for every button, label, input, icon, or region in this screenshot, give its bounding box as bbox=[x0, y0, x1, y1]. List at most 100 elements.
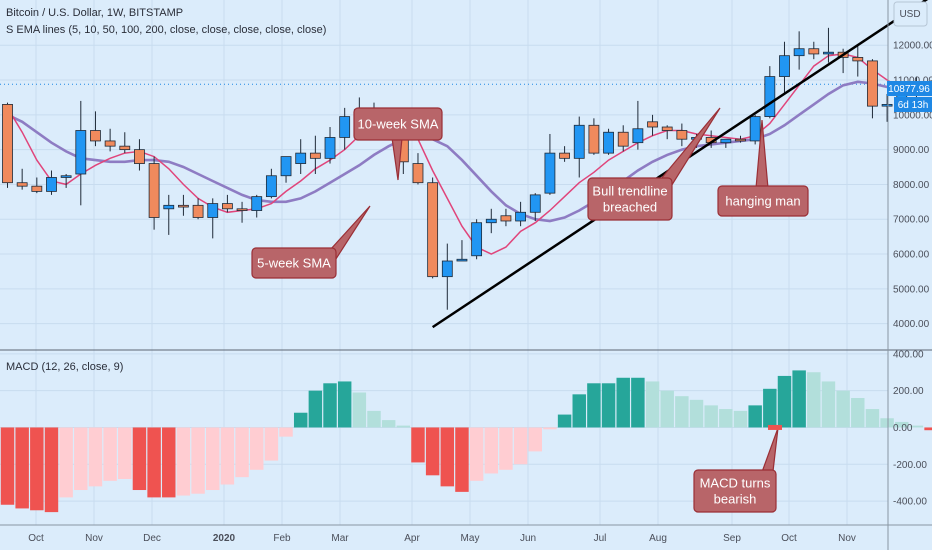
candle-body-40 bbox=[588, 124, 600, 154]
macd-bar-34 bbox=[499, 427, 513, 470]
candle-body-22 bbox=[324, 137, 336, 159]
candle-39 bbox=[573, 116, 585, 178]
candle-14 bbox=[207, 198, 219, 239]
x-tick-label-6: Apr bbox=[404, 533, 420, 544]
macd-bar-63 bbox=[924, 427, 932, 431]
x-tick-label-11: Sep bbox=[723, 533, 741, 544]
candle-13 bbox=[192, 198, 204, 220]
candle-body-29 bbox=[427, 182, 439, 278]
annotation-5-week-sma: 5-week SMA bbox=[251, 205, 371, 279]
annotation-10-week-sma-box bbox=[353, 107, 443, 141]
macd-bar-40 bbox=[587, 383, 601, 428]
candle-36 bbox=[529, 193, 541, 221]
candle-28 bbox=[412, 153, 424, 185]
candle-50 bbox=[735, 135, 746, 143]
candle-body-19 bbox=[280, 156, 292, 177]
macd-bar-6 bbox=[88, 427, 103, 487]
macd-bar-58 bbox=[851, 398, 865, 428]
candle-body-37 bbox=[544, 152, 556, 194]
macd-bar-29 bbox=[425, 427, 440, 476]
candle-body-14 bbox=[207, 203, 219, 218]
candle-31 bbox=[456, 240, 468, 262]
annotation-5-week-sma-text-0: 5-week SMA bbox=[257, 256, 331, 271]
countdown-badge bbox=[894, 97, 932, 112]
candle-body-49 bbox=[720, 138, 732, 144]
countdown-value: 6d 13h bbox=[898, 100, 929, 111]
candle-38 bbox=[559, 146, 570, 162]
candle-19 bbox=[280, 156, 292, 183]
candle-body-59 bbox=[867, 60, 878, 107]
candle-body-54 bbox=[793, 48, 805, 57]
x-tick-label-9: Jul bbox=[594, 533, 607, 544]
macd-bar-3 bbox=[44, 427, 59, 513]
annotation-hanging-man: hanging man bbox=[717, 119, 809, 217]
macd-bar-56 bbox=[821, 381, 836, 428]
macd-bar-2 bbox=[30, 427, 44, 511]
candle-body-4 bbox=[60, 175, 72, 178]
macd-bar-24 bbox=[352, 392, 367, 428]
x-tick-label-12: Oct bbox=[781, 533, 797, 544]
macd-bar-43 bbox=[631, 377, 645, 428]
candle-18 bbox=[265, 168, 277, 199]
macd-bar-36 bbox=[528, 427, 542, 452]
candle-body-23 bbox=[339, 116, 351, 138]
candle-49 bbox=[720, 138, 732, 148]
macd-bar-53 bbox=[777, 375, 792, 428]
macd-bar-17 bbox=[249, 427, 264, 470]
candle-11 bbox=[163, 194, 175, 235]
candle-body-6 bbox=[90, 130, 101, 142]
candle-43 bbox=[632, 100, 644, 150]
candle-15 bbox=[221, 194, 233, 213]
candle-34 bbox=[500, 208, 512, 227]
candle-37 bbox=[544, 133, 556, 195]
macd-tick-label-0: -400.00 bbox=[893, 497, 927, 508]
annotation-macd-bearish-text-1: bearish bbox=[714, 492, 757, 507]
macd-bar-44 bbox=[645, 381, 660, 428]
candle-body-10 bbox=[148, 163, 160, 218]
macd-bar-30 bbox=[440, 427, 455, 487]
macd-bar-20 bbox=[293, 412, 308, 428]
x-tick-label-0: Oct bbox=[28, 533, 44, 544]
candle-20 bbox=[295, 139, 307, 174]
macd-bar-10 bbox=[147, 427, 161, 498]
candle-body-28 bbox=[412, 163, 424, 184]
macd-bar-18 bbox=[264, 427, 279, 461]
annotation-5-week-sma-box bbox=[251, 247, 337, 279]
annotation-trendline-breached-text-0: Bull trendline bbox=[592, 184, 667, 199]
sma5-line bbox=[6, 53, 932, 255]
price-badge-value: 10877.96 bbox=[888, 84, 930, 95]
macd-bar-38 bbox=[557, 414, 572, 428]
macd-bar-5 bbox=[74, 427, 88, 491]
candle-body-33 bbox=[485, 218, 497, 224]
price-tick-label-4: 8000.00 bbox=[893, 180, 930, 191]
candle-body-32 bbox=[471, 222, 483, 257]
candle-body-51 bbox=[749, 116, 761, 142]
macd-bar-55 bbox=[807, 372, 821, 428]
candle-16 bbox=[236, 201, 248, 223]
candle-body-5 bbox=[75, 130, 87, 175]
x-tick-label-13: Nov bbox=[838, 533, 856, 544]
candle-body-58 bbox=[852, 57, 864, 62]
currency-box[interactable] bbox=[893, 1, 928, 27]
candle-4 bbox=[60, 174, 72, 188]
x-tick-label-2: Dec bbox=[143, 533, 161, 544]
sma-layer bbox=[6, 53, 932, 255]
macd-bar-31 bbox=[455, 427, 469, 492]
macd-label: MACD (12, 26, close, 9) bbox=[6, 361, 123, 373]
candle-1 bbox=[16, 168, 28, 190]
macd-bar-13 bbox=[191, 427, 205, 494]
candle-body-18 bbox=[265, 175, 277, 198]
price-tick-label-2: 6000.00 bbox=[893, 250, 930, 261]
candle-body-1 bbox=[16, 182, 28, 187]
macd-tick-label-1: -200.00 bbox=[893, 460, 927, 471]
macd-bar-52 bbox=[763, 388, 777, 428]
candle-body-50 bbox=[735, 138, 746, 142]
candle-body-17 bbox=[251, 196, 263, 211]
candle-44 bbox=[647, 114, 658, 136]
macd-bar-8 bbox=[118, 427, 132, 479]
annot-layer: 10-week SMA 5-week SMA Bull trendlinebreac… bbox=[251, 107, 809, 513]
macd-tick-label-2: 0.00 bbox=[893, 423, 913, 434]
macd-layer bbox=[0, 370, 932, 513]
